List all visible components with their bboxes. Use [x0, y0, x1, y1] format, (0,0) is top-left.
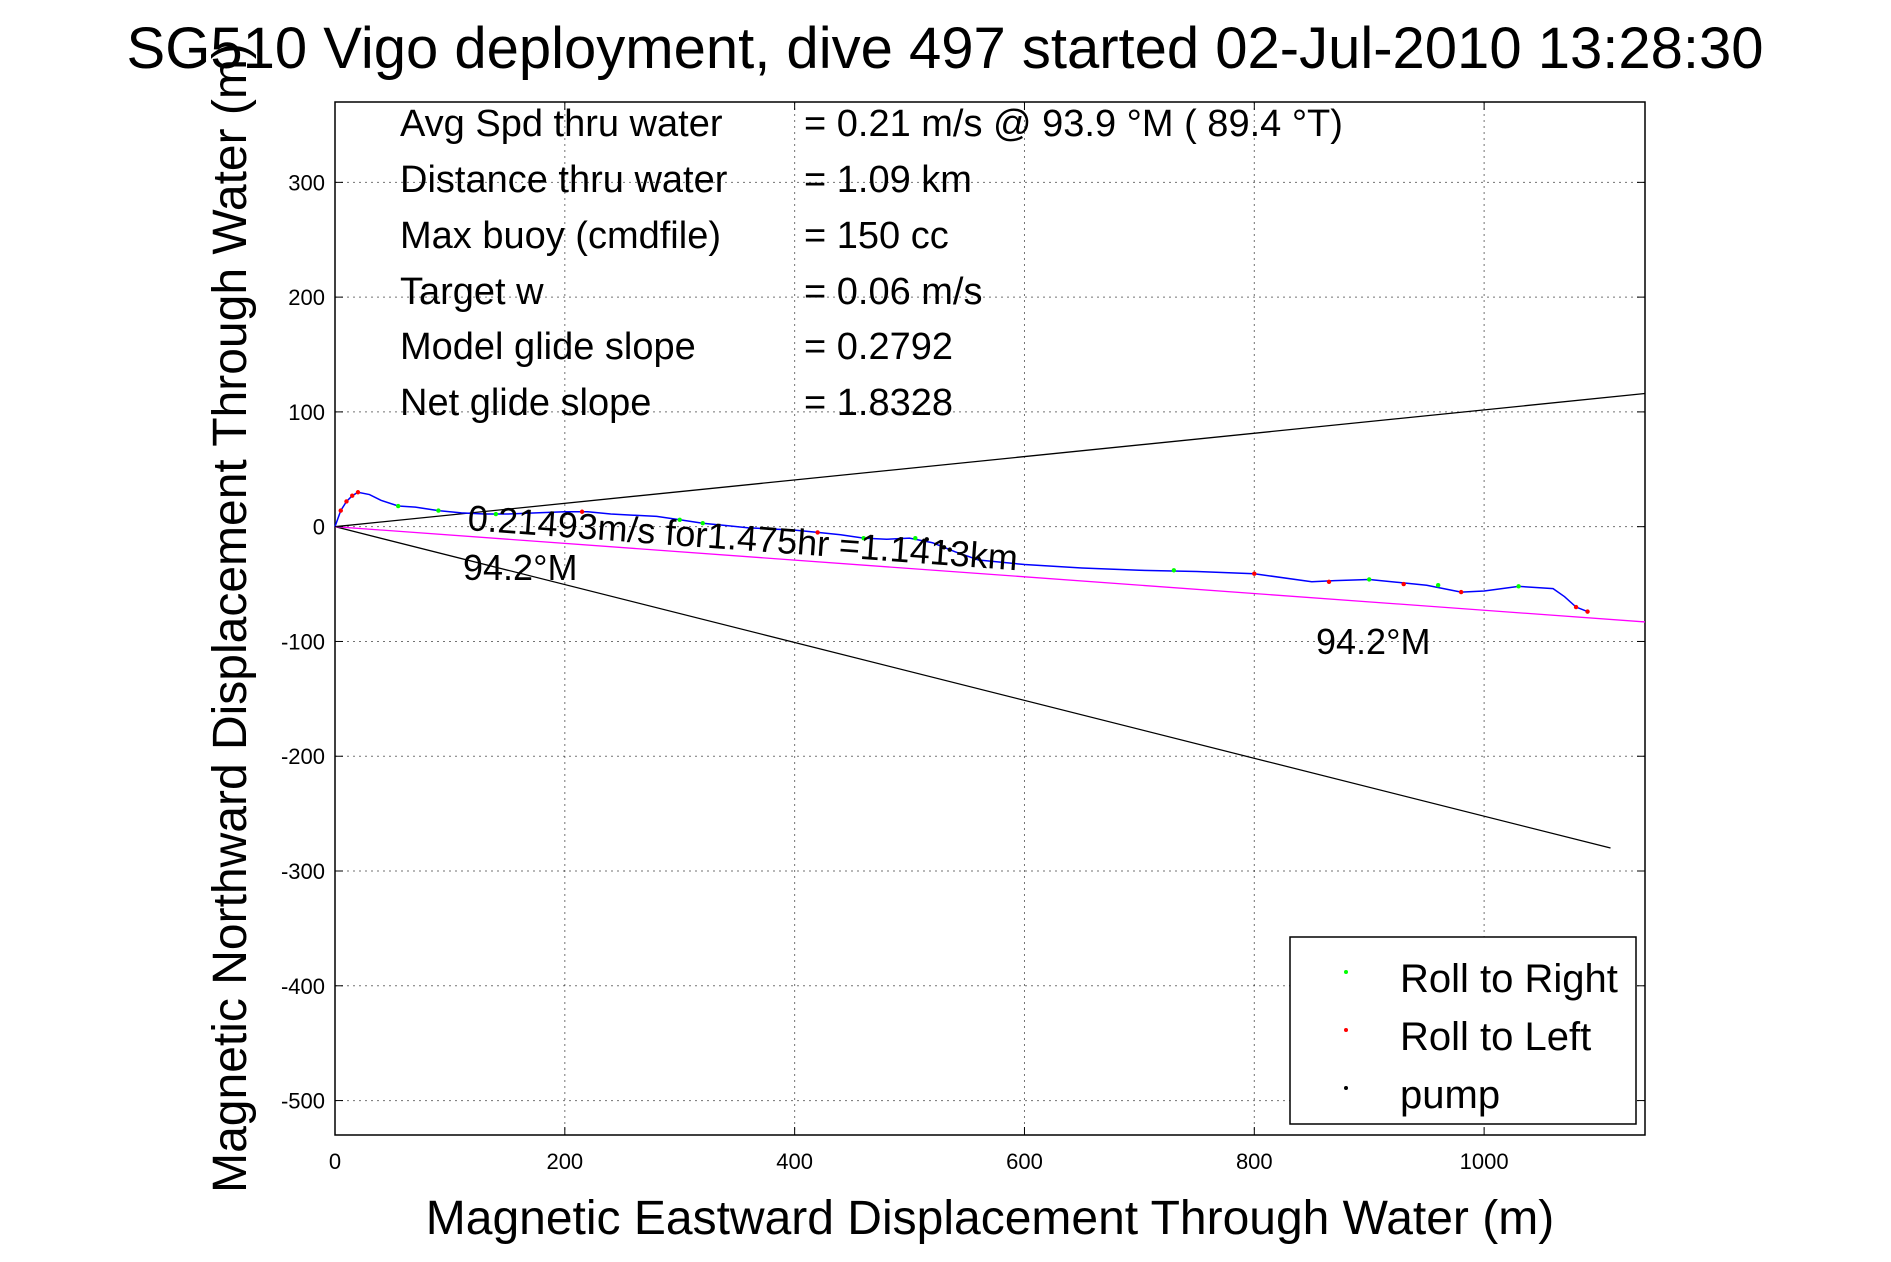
x-axis-title: Magnetic Eastward Displacement Through W… — [426, 1192, 1554, 1245]
roll-to-left-marker — [338, 508, 343, 513]
legend-marker-roll-left — [1344, 1028, 1348, 1032]
roll-to-right-marker — [1435, 583, 1441, 588]
event-markers — [338, 490, 1590, 614]
roll-to-left-marker — [1252, 571, 1257, 576]
legend-marker-roll-right — [1344, 970, 1348, 974]
reference-line-2 — [334, 526, 1646, 623]
x-tick-label: 200 — [546, 1149, 583, 1174]
pump-marker — [924, 537, 929, 542]
x-tick-label: 800 — [1236, 1149, 1273, 1174]
roll-to-right-marker — [493, 511, 499, 517]
x-tick-label: 600 — [1006, 1149, 1043, 1174]
roll-to-left-marker — [1458, 589, 1464, 595]
legend-marker-pump — [1344, 1086, 1348, 1090]
roll-to-right-marker — [436, 508, 441, 513]
heading-annotation-left: 94.2°M — [463, 547, 577, 588]
info-value: = 0.21 m/s @ 93.9 °M ( 89.4 °T) — [804, 103, 1343, 145]
info-value: = 150 cc — [804, 215, 949, 257]
x-tick-label: 1000 — [1460, 1149, 1509, 1174]
legend: Roll to Right Roll to Left pump — [1289, 936, 1637, 1125]
roll-to-left-marker — [579, 509, 585, 514]
info-label: Target w — [400, 271, 544, 313]
y-tick-label: 100 — [288, 400, 325, 425]
y-tick-label: -500 — [281, 1089, 325, 1114]
heading-annotation-right: 94.2°M — [1316, 621, 1430, 662]
chart-title: SG510 Vigo deployment, dive 497 started … — [127, 16, 1764, 81]
pump-marker — [941, 545, 947, 550]
y-tick-label: -300 — [281, 859, 325, 884]
legend-label-roll-left: Roll to Left — [1400, 1015, 1591, 1059]
info-value: = 0.06 m/s — [804, 271, 982, 313]
info-label: Max buoy (cmdfile) — [400, 215, 721, 257]
roll-to-right-marker — [913, 535, 918, 541]
roll-to-left-marker — [344, 499, 349, 504]
grid-lines — [334, 102, 1645, 1135]
roll-to-right-marker — [861, 535, 866, 541]
roll-to-right-marker — [700, 521, 705, 526]
y-tick-label: 300 — [288, 170, 325, 195]
reference-lines — [334, 392, 1646, 849]
y-tick-label: -400 — [281, 974, 325, 999]
legend-label-pump: pump — [1400, 1073, 1500, 1117]
roll-to-left-marker — [355, 490, 361, 495]
info-value: = 1.09 km — [804, 159, 972, 201]
y-tick-label: 0 — [313, 515, 325, 540]
roll-to-right-marker — [396, 503, 401, 509]
roll-to-left-marker — [1326, 579, 1332, 584]
pump-marker — [947, 547, 952, 552]
info-label: Distance thru water — [400, 159, 728, 201]
y-tick-label: -200 — [281, 744, 325, 769]
roll-to-right-marker — [1367, 577, 1372, 582]
info-value: = 0.2792 — [804, 326, 953, 368]
info-label: Model glide slope — [400, 326, 696, 368]
info-label: Net glide slope — [400, 382, 651, 424]
reference-line-0 — [334, 392, 1646, 528]
roll-to-left-marker — [350, 493, 355, 498]
info-value: = 1.8328 — [804, 382, 953, 424]
reference-line-1 — [334, 526, 1611, 849]
info-label: Avg Spd thru water — [400, 103, 723, 145]
y-axis-title: Magnetic Northward Displacement Through … — [204, 43, 257, 1193]
y-tick-label: 200 — [288, 285, 325, 310]
legend-label-roll-right: Roll to Right — [1400, 957, 1618, 1001]
roll-to-right-marker — [1171, 568, 1177, 573]
x-tick-label: 400 — [776, 1149, 813, 1174]
roll-to-left-marker — [1573, 604, 1579, 610]
roll-to-right-marker — [677, 517, 682, 522]
y-tick-label: -100 — [281, 629, 325, 654]
roll-to-left-marker — [815, 530, 820, 535]
dive-info-block: Avg Spd thru water = 0.21 m/s @ 93.9 °M … — [400, 103, 1343, 424]
roll-to-left-marker — [1585, 609, 1590, 614]
roll-to-left-marker — [1401, 581, 1406, 587]
axis-ticks: 0 200 400 600 800 1000 -500 -400 -300 -200 -100 0 10… — [281, 102, 1645, 1174]
x-tick-label: 0 — [329, 1149, 341, 1174]
roll-to-right-marker — [1516, 584, 1521, 589]
